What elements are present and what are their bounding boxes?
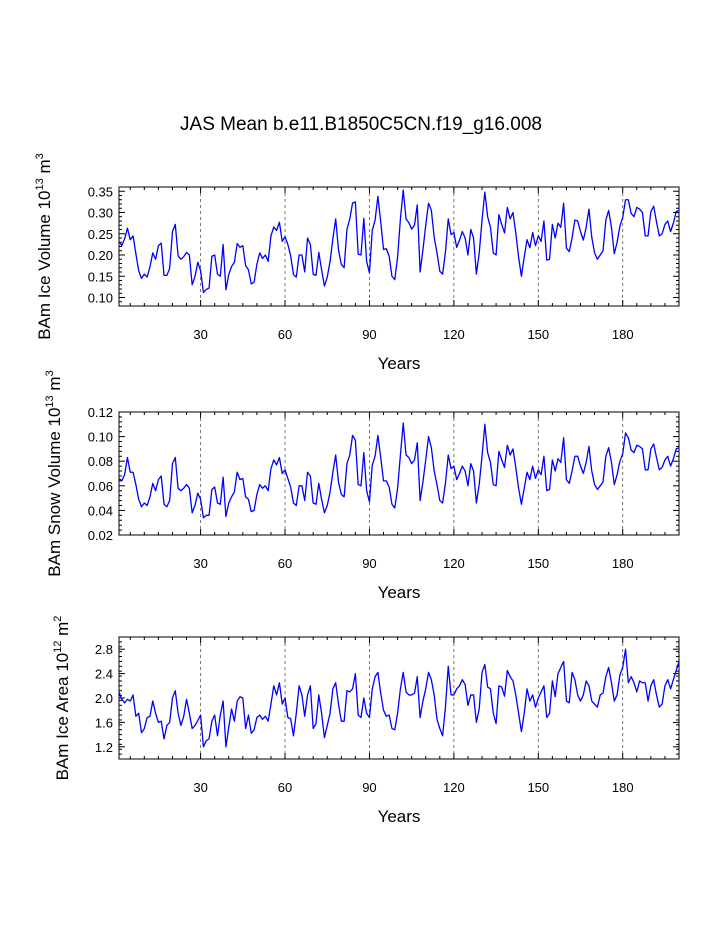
figure-title: JAS Mean b.e11.B1850C5CN.f19_g16.008 <box>180 114 542 135</box>
ice-volume-xaxis-title: Years <box>378 354 421 373</box>
snow-volume-ytick-label: 0.02 <box>88 528 113 543</box>
ice-volume-yaxis-title-superscript: 13 <box>34 178 46 190</box>
snow-volume-ytick-label: 0.06 <box>88 479 113 494</box>
snow-volume-ytick-label: 0.10 <box>88 430 113 445</box>
snow-volume-xtick-label: 120 <box>443 556 465 571</box>
snow-volume-yaxis-title-part: m <box>45 376 64 395</box>
snow-volume-xtick-label: 30 <box>193 556 207 571</box>
ice-volume-yaxis-title-part: BAm Ice Volume 10 <box>35 190 54 339</box>
snow-volume-xtick-label: 180 <box>612 556 634 571</box>
ice-area-xtick-label: 120 <box>443 780 465 795</box>
ice-volume-xtick-label: 180 <box>612 327 634 342</box>
ice-area-ytick-label: 2.4 <box>95 667 113 682</box>
snow-volume-yaxis-title-superscript: 3 <box>44 370 56 376</box>
snow-volume-xtick-label: 90 <box>362 556 376 571</box>
ice-area-xtick-label: 180 <box>612 780 634 795</box>
ice-area-xtick-label: 90 <box>362 780 376 795</box>
ice-area-xaxis-title: Years <box>378 807 421 826</box>
ice-volume-yaxis-title: BAm Ice Volume 1013 m3 <box>34 153 54 340</box>
snow-volume-yaxis-title: BAm Snow Volume 1013 m3 <box>44 370 64 576</box>
ice-area-xtick-label: 60 <box>278 780 292 795</box>
ice-area-ytick-label: 1.2 <box>95 740 113 755</box>
ice-volume-yaxis-title-part: m <box>35 159 54 178</box>
ice-volume-ytick-label: 0.35 <box>88 184 113 199</box>
ice-volume-xtick-label: 60 <box>278 327 292 342</box>
ice-area-yaxis-title: BAm Ice Area 1012 m2 <box>52 616 72 781</box>
snow-volume-series-line <box>118 422 680 519</box>
ice-area-series-line <box>118 648 680 748</box>
ice-volume-panel: 30 60 90 120 150 180 0.10 0.15 0.20 0.25 0.30 0.35 Y… <box>34 153 680 373</box>
snow-volume-panel: 30 60 90 120 150 180 0.02 0.04 0.06 0.08 0.10 0.12 Y… <box>44 370 680 602</box>
snow-volume-ytick-label: 0.04 <box>88 503 113 518</box>
ice-volume-ytick-label: 0.20 <box>88 248 113 263</box>
ice-volume-yaxis-title-superscript: 3 <box>34 153 46 159</box>
ice-area-xtick-label: 150 <box>527 780 549 795</box>
ice-area-panel: 30 60 90 120 150 180 1.2 1.6 2.0 2.4 2.8 Years BAm I… <box>52 616 680 826</box>
ice-area-yaxis-title-part: BAm Ice Area 10 <box>53 653 72 781</box>
ice-volume-xtick-label: 120 <box>443 327 465 342</box>
ice-area-yaxis-title-superscript: 12 <box>52 641 64 653</box>
ice-volume-ytick-label: 0.10 <box>88 291 113 306</box>
snow-volume-xaxis-title: Years <box>378 583 421 602</box>
ice-volume-ytick-label: 0.15 <box>88 269 113 284</box>
snow-volume-yaxis-title-part: BAm Snow Volume 10 <box>45 408 64 577</box>
ice-area-ytick-label: 2.8 <box>95 642 113 657</box>
ice-volume-xtick-label: 30 <box>193 327 207 342</box>
ice-area-ytick-label: 1.6 <box>95 715 113 730</box>
ice-area-xtick-label: 30 <box>193 780 207 795</box>
ice-area-yaxis-title-part: m <box>53 622 72 641</box>
snow-volume-ytick-label: 0.12 <box>88 405 113 420</box>
snow-volume-ytick-label: 0.08 <box>88 454 113 469</box>
snow-volume-plot-frame <box>118 411 680 536</box>
ice-area-ytick-label: 2.0 <box>95 691 113 706</box>
snow-volume-xtick-label: 150 <box>527 556 549 571</box>
ice-volume-ytick-label: 0.30 <box>88 206 113 221</box>
ice-volume-ytick-label: 0.25 <box>88 227 113 242</box>
snow-volume-xtick-label: 60 <box>278 556 292 571</box>
ice-volume-xtick-label: 90 <box>362 327 376 342</box>
ice-area-yaxis-title-superscript: 2 <box>52 616 64 622</box>
ice-volume-series-line <box>118 189 680 294</box>
ice-volume-xtick-label: 150 <box>527 327 549 342</box>
snow-volume-yaxis-title-superscript: 13 <box>44 395 56 407</box>
